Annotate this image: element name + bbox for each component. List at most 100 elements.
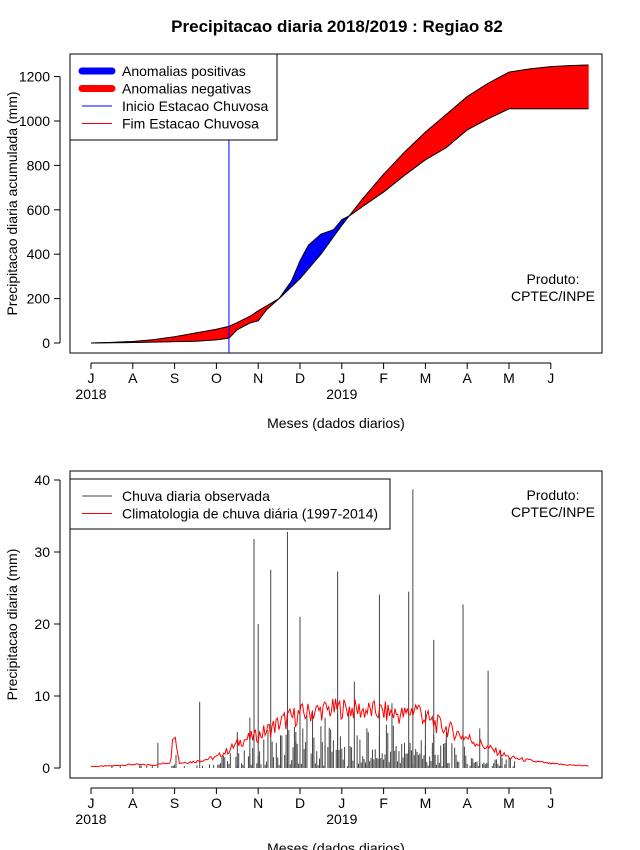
negative-anomaly-band <box>445 112 448 149</box>
negative-anomaly-band <box>177 335 181 342</box>
negative-anomaly-band <box>505 72 508 111</box>
negative-anomaly-band <box>428 126 432 159</box>
positive-anomaly-band <box>312 238 316 265</box>
y-tick-label: 0 <box>42 335 50 351</box>
legend-label: Inicio Estacao Chuvosa <box>122 98 269 114</box>
negative-anomaly-band <box>453 105 457 142</box>
negative-anomaly-band <box>484 83 488 122</box>
negative-anomaly-band <box>507 71 510 110</box>
negative-anomaly-band <box>432 123 436 156</box>
y-tick-label: 400 <box>27 246 51 262</box>
legend-label: Chuva diaria observada <box>122 488 270 504</box>
y-tick-label: 10 <box>34 688 50 704</box>
negative-anomaly-band <box>554 65 558 110</box>
negative-anomaly-band <box>561 65 564 110</box>
negative-anomaly-band <box>382 171 386 193</box>
y-axis-title: Precipitacao diaria (mm) <box>4 549 20 701</box>
negative-anomaly-band <box>532 68 535 110</box>
negative-anomaly-band <box>385 169 388 192</box>
negative-anomaly-band <box>548 66 552 110</box>
negative-anomaly-band <box>217 328 220 341</box>
negative-anomaly-band <box>436 119 440 154</box>
negative-anomaly-band <box>476 88 479 126</box>
x-tick-label: M <box>503 795 515 811</box>
negative-anomaly-band <box>426 128 430 160</box>
negative-anomaly-band <box>221 327 224 340</box>
negative-anomaly-band <box>430 125 434 158</box>
negative-anomaly-band <box>494 77 498 116</box>
x-tick-label: M <box>420 370 432 386</box>
negative-anomaly-band <box>492 79 496 117</box>
x-year-label: 2019 <box>326 811 357 827</box>
y-tick-label: 200 <box>27 291 51 307</box>
legend-label: Anomalias positivas <box>122 63 246 79</box>
negative-anomaly-band <box>496 76 500 115</box>
negative-anomaly-band <box>215 328 218 341</box>
x-year-label: 2019 <box>326 386 357 402</box>
negative-anomaly-band <box>387 167 390 190</box>
product-annotation: Produto: <box>527 487 580 503</box>
y-tick-label: 1000 <box>19 113 50 129</box>
negative-anomaly-band <box>503 73 506 112</box>
negative-anomaly-band <box>196 332 200 342</box>
negative-anomaly-band <box>474 90 477 127</box>
x-tick-label: F <box>379 795 388 811</box>
negative-anomaly-band <box>198 331 202 342</box>
negative-anomaly-band <box>399 154 403 180</box>
climatology-daily-line <box>90 698 589 768</box>
legend-label: Anomalias negativas <box>122 81 251 97</box>
x-tick-label: D <box>295 795 305 811</box>
positive-anomaly-band <box>318 233 322 258</box>
negative-anomaly-band <box>179 335 183 342</box>
negative-anomaly-band <box>544 66 548 110</box>
negative-anomaly-band <box>480 86 484 124</box>
negative-anomaly-band <box>393 160 396 185</box>
negative-anomaly-band <box>447 110 450 148</box>
negative-anomaly-band <box>424 130 428 161</box>
negative-anomaly-band <box>440 116 444 152</box>
negative-anomaly-band <box>575 65 579 110</box>
x-tick-label: N <box>253 795 263 811</box>
negative-anomaly-band <box>434 121 438 155</box>
negative-anomaly-band <box>183 334 187 342</box>
negative-anomaly-band <box>206 330 210 341</box>
positive-anomaly-band <box>308 242 311 270</box>
plot-frame <box>69 470 603 779</box>
x-tick-label: A <box>463 370 473 386</box>
negative-anomaly-band <box>478 87 481 125</box>
negative-anomaly-band <box>498 75 502 114</box>
negative-anomaly-band <box>192 332 195 342</box>
negative-anomaly-band <box>534 67 537 110</box>
x-tick-label: A <box>463 795 473 811</box>
positive-anomaly-band <box>316 235 320 260</box>
negative-anomaly-band <box>521 69 525 110</box>
negative-anomaly-band <box>490 80 494 118</box>
negative-anomaly-band <box>181 334 185 342</box>
x-tick-label: D <box>295 370 305 386</box>
negative-anomaly-band <box>188 333 191 342</box>
negative-anomaly-band <box>577 64 581 110</box>
negative-anomaly-band <box>194 332 198 342</box>
negative-anomaly-band <box>559 65 562 110</box>
negative-anomaly-band <box>225 326 229 339</box>
negative-anomaly-band <box>223 326 227 340</box>
negative-anomaly-band <box>511 71 515 110</box>
x-year-label: 2018 <box>75 386 106 402</box>
legend-label: Climatologia de chuva diária (1997-2014) <box>122 506 378 522</box>
x-tick-label: J <box>88 370 95 386</box>
negative-anomaly-band <box>472 91 475 128</box>
x-tick-label: M <box>420 795 432 811</box>
negative-anomaly-band <box>482 84 486 123</box>
negative-anomaly-band <box>389 165 392 189</box>
x-tick-label: J <box>547 370 554 386</box>
y-tick-label: 30 <box>34 544 50 560</box>
y-tick-label: 20 <box>34 616 50 632</box>
x-tick-label: J <box>547 795 554 811</box>
negative-anomaly-band <box>397 156 401 182</box>
negative-anomaly-band <box>557 65 560 110</box>
negative-anomaly-band <box>552 66 556 110</box>
negative-anomaly-band <box>581 64 585 110</box>
climatology-cumulative-line <box>90 64 589 344</box>
product-annotation: CPTEC/INPE <box>511 504 595 520</box>
